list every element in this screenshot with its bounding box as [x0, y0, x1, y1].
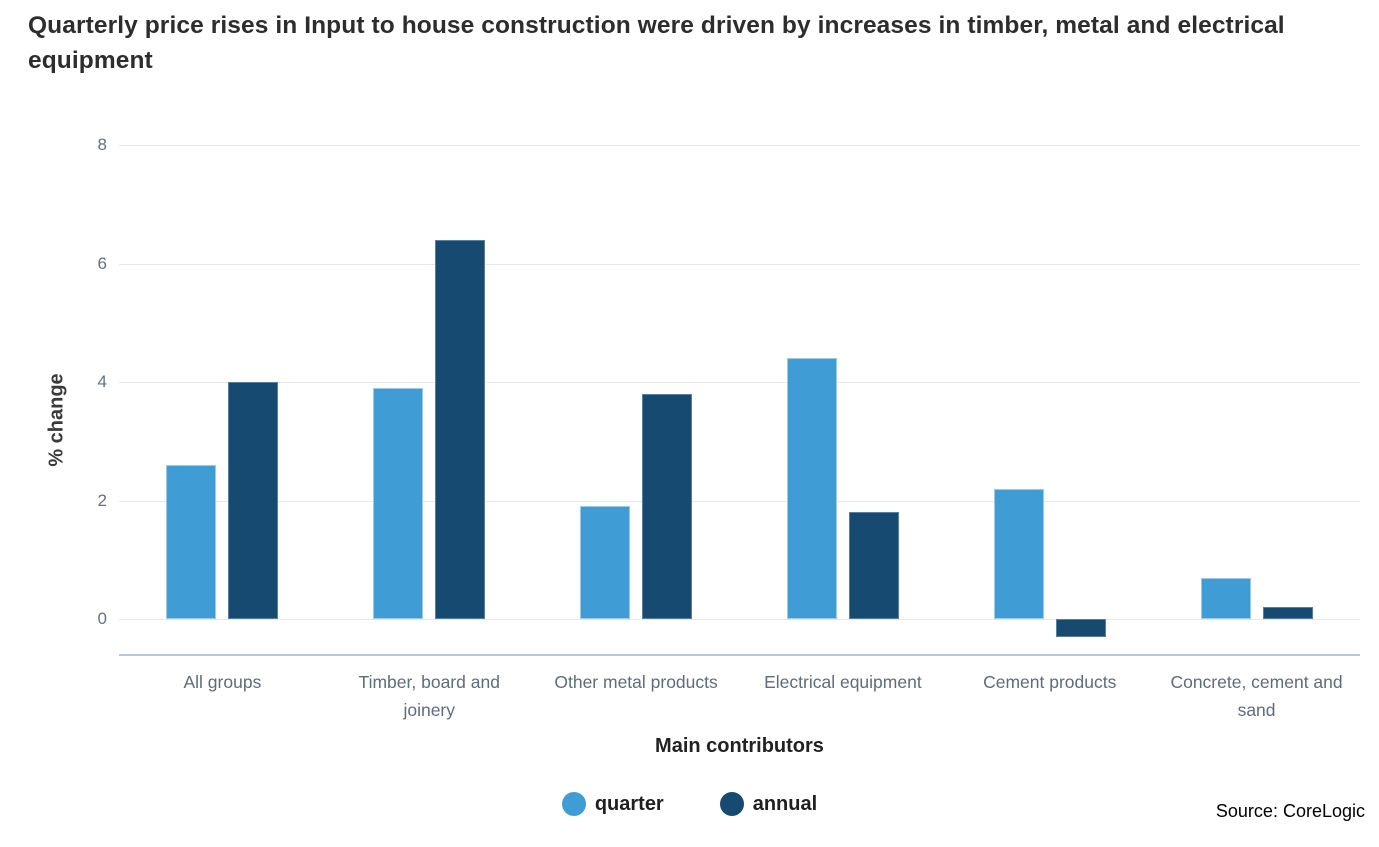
legend-item-annual: annual	[719, 792, 818, 816]
chart-title: Quarterly price rises in Input to house …	[28, 12, 1285, 74]
x-category-label: Electrical equipment	[764, 672, 922, 692]
bar-annual-3	[848, 512, 899, 619]
x-category-label: Timber, board and joinery	[358, 672, 500, 720]
y-tick-label: 0	[97, 609, 107, 628]
bar-quarter-4	[993, 488, 1044, 619]
bar-quarter-3	[786, 358, 837, 619]
y-tick-label: 8	[97, 135, 107, 154]
y-tick-label: 4	[97, 372, 107, 391]
x-axis-line	[119, 654, 1360, 656]
legend: quarter annual	[0, 792, 1379, 816]
y-tick-label: 6	[97, 253, 107, 273]
legend-label-annual: annual	[752, 792, 818, 815]
x-category-label: Concrete, cement and sand	[1170, 672, 1343, 720]
gridline-y-8	[119, 145, 1360, 146]
legend-item-quarter: quarter	[561, 792, 664, 816]
bar-quarter-0	[166, 464, 217, 619]
gridline-y-4	[119, 382, 1360, 383]
x-axis-label: Main contributors	[655, 735, 824, 757]
x-category-label: All groups	[183, 672, 262, 692]
bar-annual-2	[642, 393, 693, 619]
legend-label-quarter: quarter	[594, 792, 664, 815]
bar-annual-0	[228, 382, 279, 619]
bar-annual-5	[1262, 607, 1313, 619]
bar-quarter-2	[580, 506, 631, 619]
y-tick-label: 2	[97, 490, 107, 510]
gridline-y-2	[119, 500, 1360, 502]
gridline-y-6	[119, 263, 1360, 265]
plot-area: 0 2 4 6 8	[98, 135, 1360, 637]
gridline-y-0	[119, 619, 1360, 620]
x-category-label: Other metal products	[554, 672, 718, 692]
bar-annual-4	[1055, 619, 1106, 637]
source-credit: Source: CoreLogic	[1215, 801, 1365, 821]
bar-quarter-5	[1200, 577, 1251, 619]
bar-annual-1	[435, 239, 486, 619]
x-category-label: Cement products	[983, 672, 1117, 692]
legend-marker-annual-icon	[719, 792, 744, 816]
bar-quarter-1	[373, 387, 424, 619]
legend-marker-quarter-icon	[561, 792, 586, 816]
y-axis-label: % change	[45, 373, 68, 467]
x-axis-category-labels: All groups Timber, board and joinery Other…	[119, 668, 1360, 724]
